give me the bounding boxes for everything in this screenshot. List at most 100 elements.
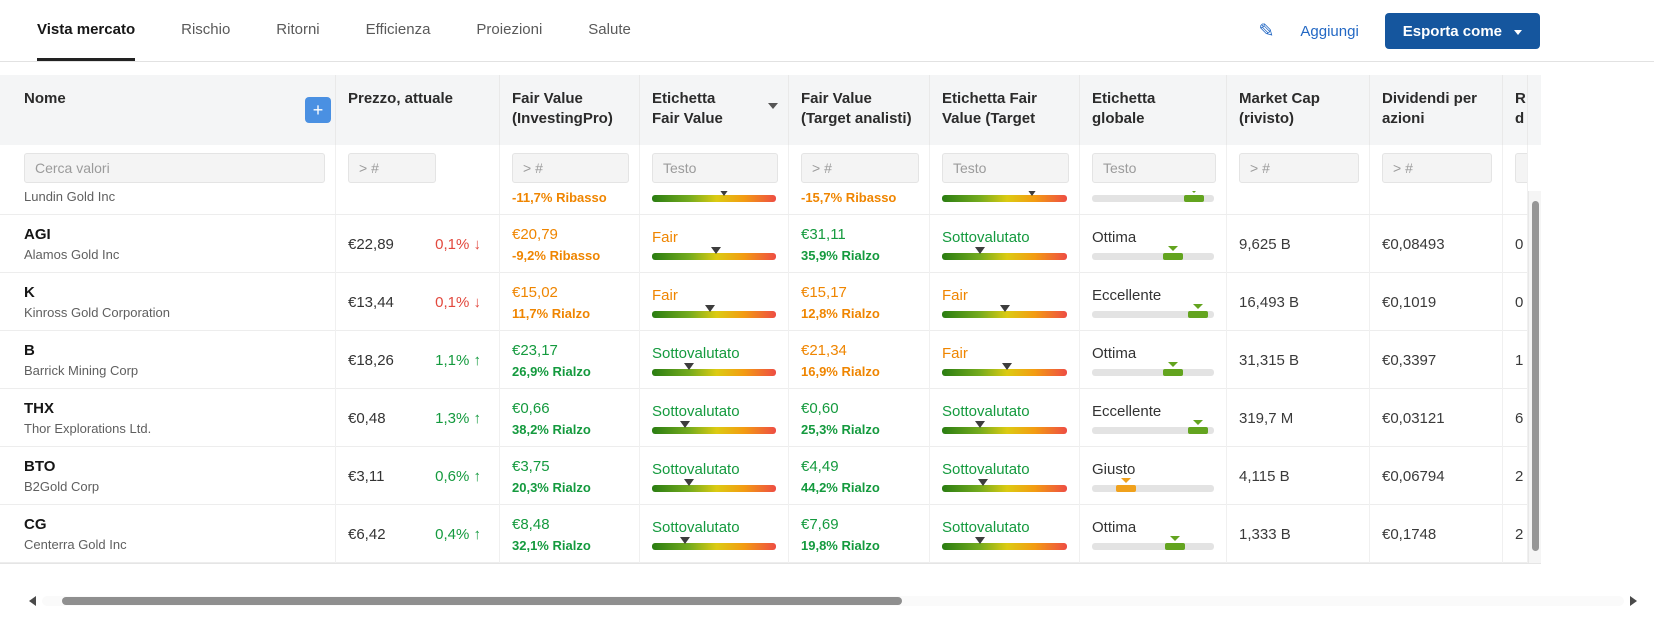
fair-value-target-cell: €21,34 16,9% Rialzo <box>789 331 930 389</box>
price: €13,44 <box>348 293 394 311</box>
column-header-partial[interactable]: R d <box>1503 75 1528 145</box>
dividend: €0,03121 <box>1382 409 1445 427</box>
price: €22,89 <box>348 235 394 253</box>
global-gauge <box>1092 477 1214 492</box>
table-row[interactable]: K Kinross Gold Corporation €13,44 0,1% ↓… <box>0 273 1541 331</box>
table-row[interactable]: B Barrick Mining Corp €18,26 1,1% ↑ €23,… <box>0 331 1541 389</box>
company: Centerra Gold Inc <box>24 537 127 552</box>
fv-label: Sottovalutato <box>652 460 740 478</box>
add-column-button[interactable]: + <box>305 97 331 123</box>
fair-value-gauge <box>652 304 776 318</box>
global-gauge-marker-icon <box>1167 245 1178 256</box>
column-dropdown-caret-icon[interactable] <box>768 103 778 114</box>
global-label: Ottima <box>1092 344 1137 362</box>
price: €6,42 <box>348 525 386 543</box>
tab-label: Proiezioni <box>476 20 543 38</box>
fv-ta-value: €31,11 <box>801 225 846 243</box>
table-row[interactable]: BTO B2Gold Corp €3,11 0,6% ↑ €3,75 20,3%… <box>0 447 1541 505</box>
table-row[interactable]: CG Centerra Gold Inc €6,42 0,4% ↑ €8,48 … <box>0 505 1541 563</box>
fv-ip-pct: 11,7% Rialzo <box>512 305 591 321</box>
fv-ta-pct: 25,3% Rialzo <box>801 421 880 437</box>
fv-ta-pct: 44,2% Rialzo <box>801 479 880 495</box>
global-gauge-segment <box>1188 310 1209 318</box>
fv-ta-value: €7,69 <box>801 515 839 533</box>
fair-value-investingpro-cell: €8,48 32,1% Rialzo <box>500 505 640 563</box>
vertical-scrollbar-thumb[interactable] <box>1532 201 1539 551</box>
filter-cell-partial <box>1503 145 1528 191</box>
fv-ip-pct: 38,2% Rialzo <box>512 421 591 437</box>
gauge-marker-icon <box>999 304 1010 317</box>
edit-pencil-icon[interactable]: ✎ <box>1258 20 1275 42</box>
gauge-marker-icon <box>974 536 985 549</box>
price-cell: €13,44 0,1% ↓ <box>336 273 500 331</box>
filter-input-fair-value-investingpro[interactable] <box>512 153 629 183</box>
global-gauge-segment <box>1164 542 1185 550</box>
column-header-fair-value-investingpro[interactable]: Fair Value (InvestingPro) <box>500 75 640 145</box>
filter-input-market-cap[interactable] <box>1239 153 1359 183</box>
filter-input-nome[interactable] <box>24 153 325 183</box>
etichetta-fair-value-target-cell: Fair <box>930 273 1080 331</box>
tab-efficienza[interactable]: Efficienza <box>366 0 431 61</box>
column-header-etichetta-fair-value-target[interactable]: Etichetta Fair Value (Target <box>930 75 1080 145</box>
filter-input-etichetta-fair-value[interactable] <box>652 153 778 183</box>
table-row[interactable]: AGI Alamos Gold Inc €22,89 0,1% ↓ €20,79… <box>0 215 1541 273</box>
etichetta-fair-value-target-cell: Sottovalutato <box>930 389 1080 447</box>
fv-label: Fair <box>652 228 678 246</box>
market-cap: 31,315 B <box>1239 351 1300 369</box>
horizontal-scrollbar-thumb[interactable] <box>62 597 902 605</box>
column-header-nome[interactable]: Nome + <box>0 75 336 145</box>
add-button[interactable]: Aggiungi <box>1300 22 1359 40</box>
export-button[interactable]: Esporta come <box>1384 13 1540 49</box>
price-change: 0,4% ↑ <box>435 525 481 543</box>
fv-ip-pct: -11,7% Ribasso <box>512 191 607 205</box>
filter-input-dividendi[interactable] <box>1382 153 1492 183</box>
column-header-prezzo[interactable]: Prezzo, attuale <box>336 75 500 145</box>
filter-input-etichetta-fair-value-target[interactable] <box>942 153 1069 183</box>
etichetta-fair-value-target-cell: Sottovalutato <box>930 447 1080 505</box>
global-gauge-marker-icon <box>1121 477 1132 488</box>
column-header-fair-value-target[interactable]: Fair Value (Target analisti) <box>789 75 930 145</box>
name-cell: CG Centerra Gold Inc <box>0 505 336 563</box>
fv-ip-pct: 26,9% Rialzo <box>512 363 591 379</box>
filter-input-etichetta-globale[interactable] <box>1092 153 1216 183</box>
etichetta-fair-value-cell: Sottovalutato <box>640 389 789 447</box>
fair-value-target-gauge <box>942 478 1067 492</box>
vertical-scrollbar[interactable] <box>1528 191 1541 563</box>
fair-value-target-cell: €15,17 12,8% Rialzo <box>789 273 930 331</box>
global-gauge-segment <box>1162 252 1183 260</box>
column-header-market-cap[interactable]: Market Cap (rivisto) <box>1227 75 1370 145</box>
fair-value-gauge <box>652 246 776 260</box>
etichetta-globale-cell: Ottima <box>1080 331 1227 389</box>
scroll-right-arrow-icon[interactable] <box>1630 596 1642 606</box>
column-header-etichetta-fair-value[interactable]: Etichetta Fair Value <box>640 75 789 145</box>
price: €3,11 <box>348 467 385 485</box>
tab-vista-mercato[interactable]: Vista mercato <box>37 0 136 61</box>
fv-ta-pct: 35,9% Rialzo <box>801 247 880 263</box>
fair-value-investingpro-cell: -11,7% Ribasso <box>500 191 640 214</box>
tab-ritorni[interactable]: Ritorni <box>276 0 319 61</box>
global-gauge-marker-icon <box>1193 303 1204 314</box>
horizontal-scroll-track[interactable] <box>42 596 1624 606</box>
filter-input-fair-value-target[interactable] <box>801 153 919 183</box>
fv-ta-pct: -15,7% Ribasso <box>801 191 897 205</box>
table-row[interactable]: THX Thor Explorations Ltd. €0,48 1,3% ↑ … <box>0 389 1541 447</box>
filter-input-partial[interactable] <box>1515 153 1527 183</box>
column-header-dividendi[interactable]: Dividendi per azioni <box>1370 75 1503 145</box>
dividend: €0,06794 <box>1382 467 1445 485</box>
table-row[interactable]: Lundin Gold Inc -11,7% Ribasso -15,7% Ri… <box>0 191 1541 215</box>
market-cap-cell: 4,115 B <box>1227 447 1370 505</box>
market-cap: 16,493 B <box>1239 293 1300 311</box>
fair-value-target-cell: €4,49 44,2% Rialzo <box>789 447 930 505</box>
tab-salute[interactable]: Salute <box>588 0 631 61</box>
column-label: Fair Value (Target analisti) <box>801 90 912 127</box>
horizontal-scrollbar[interactable] <box>24 594 1642 608</box>
price-change: 0,1% ↓ <box>435 235 481 253</box>
fair-value-gauge <box>652 362 776 376</box>
filter-cell-etichetta-fair-value-target <box>930 145 1080 191</box>
tab-proiezioni[interactable]: Proiezioni <box>476 0 542 61</box>
column-header-etichetta-globale[interactable]: Etichetta globale <box>1080 75 1227 145</box>
filter-input-prezzo[interactable] <box>348 153 436 183</box>
tab-rischio[interactable]: Rischio <box>181 0 230 61</box>
scroll-left-arrow-icon[interactable] <box>24 596 36 606</box>
global-label: Eccellente <box>1092 286 1162 304</box>
